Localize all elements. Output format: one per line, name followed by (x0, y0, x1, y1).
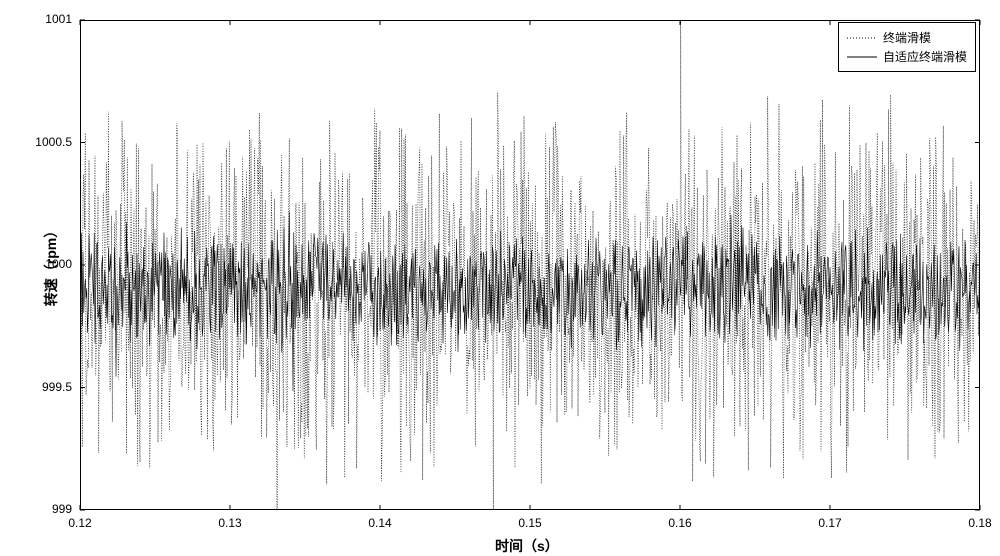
legend: 终端滑模自适应终端滑模 (838, 22, 976, 72)
x-tick-label: 0.18 (965, 516, 995, 530)
x-axis-label: 时间（s） (495, 536, 559, 556)
legend-item: 终端滑模 (847, 29, 967, 46)
y-tick-label: 999 (52, 502, 72, 516)
x-tick-label: 0.17 (815, 516, 845, 530)
legend-label: 终端滑模 (883, 29, 931, 46)
legend-label: 自适应终端滑模 (883, 48, 967, 65)
chart-svg (0, 0, 1000, 556)
x-tick-label: 0.15 (515, 516, 545, 530)
x-tick-label: 0.14 (365, 516, 395, 530)
x-tick-label: 0.13 (215, 516, 245, 530)
y-tick-label: 999.5 (42, 380, 72, 394)
chart-container: 转速（rpm） 时间（s） 终端滑模自适应终端滑模 0.120.130.140.… (0, 0, 1000, 556)
y-tick-label: 1000.5 (35, 135, 72, 149)
x-tick-label: 0.16 (665, 516, 695, 530)
legend-swatch (847, 51, 877, 63)
legend-swatch (847, 32, 877, 44)
y-tick-label: 1001 (45, 12, 72, 26)
legend-item: 自适应终端滑模 (847, 48, 967, 65)
y-tick-label: 1000 (45, 257, 72, 271)
x-tick-label: 0.12 (65, 516, 95, 530)
